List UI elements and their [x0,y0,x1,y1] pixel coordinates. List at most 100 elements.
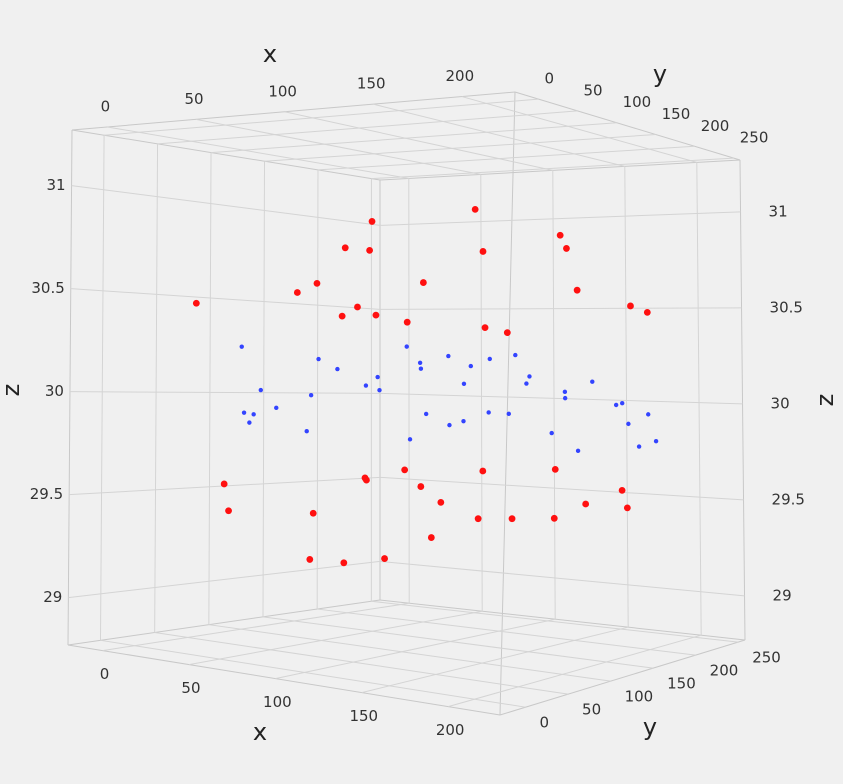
grid-line [275,618,556,680]
point [556,231,564,239]
x-tick-label: 50 [184,90,203,108]
point [192,299,200,307]
point [508,515,516,523]
box-edge [67,129,73,646]
x-tick-label: 0 [101,97,111,115]
x-tick-label: 50 [181,679,200,697]
point [241,410,247,415]
point [623,504,631,512]
point [524,381,529,386]
point [381,555,388,562]
grid-line [70,288,381,310]
point [418,366,424,371]
grid-line [461,96,697,163]
z-tick-label: 29.5 [772,490,805,508]
grid-line [100,135,105,641]
y-tick-label: 250 [752,649,781,667]
point [461,418,466,424]
point [468,363,474,369]
grid-line [188,610,483,666]
point [401,466,409,474]
y-tick-label: 150 [662,105,691,123]
point [563,245,570,252]
x-axis-title-bottom: x [253,718,267,746]
y-tick-label: 100 [625,688,654,706]
point [225,507,232,515]
point [646,412,651,417]
point [503,329,511,337]
grid-line [371,157,734,180]
z-tick-label: 29.5 [30,485,63,503]
grid-line [317,608,696,656]
point [338,312,346,320]
point [527,374,532,379]
point [562,395,568,401]
point [437,498,445,506]
grid-line [379,476,744,501]
grid-line [379,307,742,310]
point [366,246,374,254]
y-tick-label: 50 [584,81,603,99]
point [551,466,559,473]
point [417,360,423,366]
grid-line [316,169,319,610]
grid-line [262,616,654,669]
grid-line [195,118,481,175]
point [220,480,228,488]
point [481,324,489,331]
x-tick-label: 100 [263,693,292,711]
z-tick-label: 30 [771,394,790,412]
point [427,534,435,541]
point [293,289,301,296]
point [335,366,340,372]
point [618,486,626,494]
y-tick-label: 150 [667,675,696,693]
point [627,302,634,310]
point [403,318,411,326]
grid-line [68,560,381,599]
y-axis-title-top: y [653,60,667,88]
box-edge [71,91,516,131]
y-tick-label: 0 [540,714,550,732]
point [636,444,642,449]
point [372,311,380,319]
x-tick-label: 150 [357,75,386,93]
y-tick-label: 200 [701,117,730,135]
grid-line [361,626,629,694]
point [404,344,409,349]
point [363,383,369,388]
grid-line [264,134,656,162]
point [306,556,314,563]
point [590,379,595,384]
grid-line [208,624,611,682]
point [239,344,244,349]
z-axis-title-right: z [811,394,839,407]
grid-line [624,166,629,628]
point [506,411,511,417]
x-tick-label: 200 [436,721,465,739]
grid-line [102,602,410,652]
point [653,438,659,444]
grid-line [154,143,159,633]
point [447,422,452,428]
grid-line [100,639,526,708]
grid-line [373,103,625,167]
grid-line [379,392,743,405]
point [308,393,314,398]
box-edge [379,599,746,641]
y-tick-label: 50 [582,701,601,719]
point [626,421,631,427]
point [251,412,256,417]
z-tick-label: 31 [769,202,788,220]
y-axis-title-bottom: y [643,713,657,741]
grid-line [379,211,741,226]
point [316,356,321,362]
z-tick-label: 30.5 [770,298,803,316]
point [582,500,590,508]
x-tick-label: 0 [100,665,110,683]
point [562,389,568,395]
grid-line [104,98,539,136]
point [479,467,487,475]
grid-line [371,600,739,643]
point [375,374,380,380]
